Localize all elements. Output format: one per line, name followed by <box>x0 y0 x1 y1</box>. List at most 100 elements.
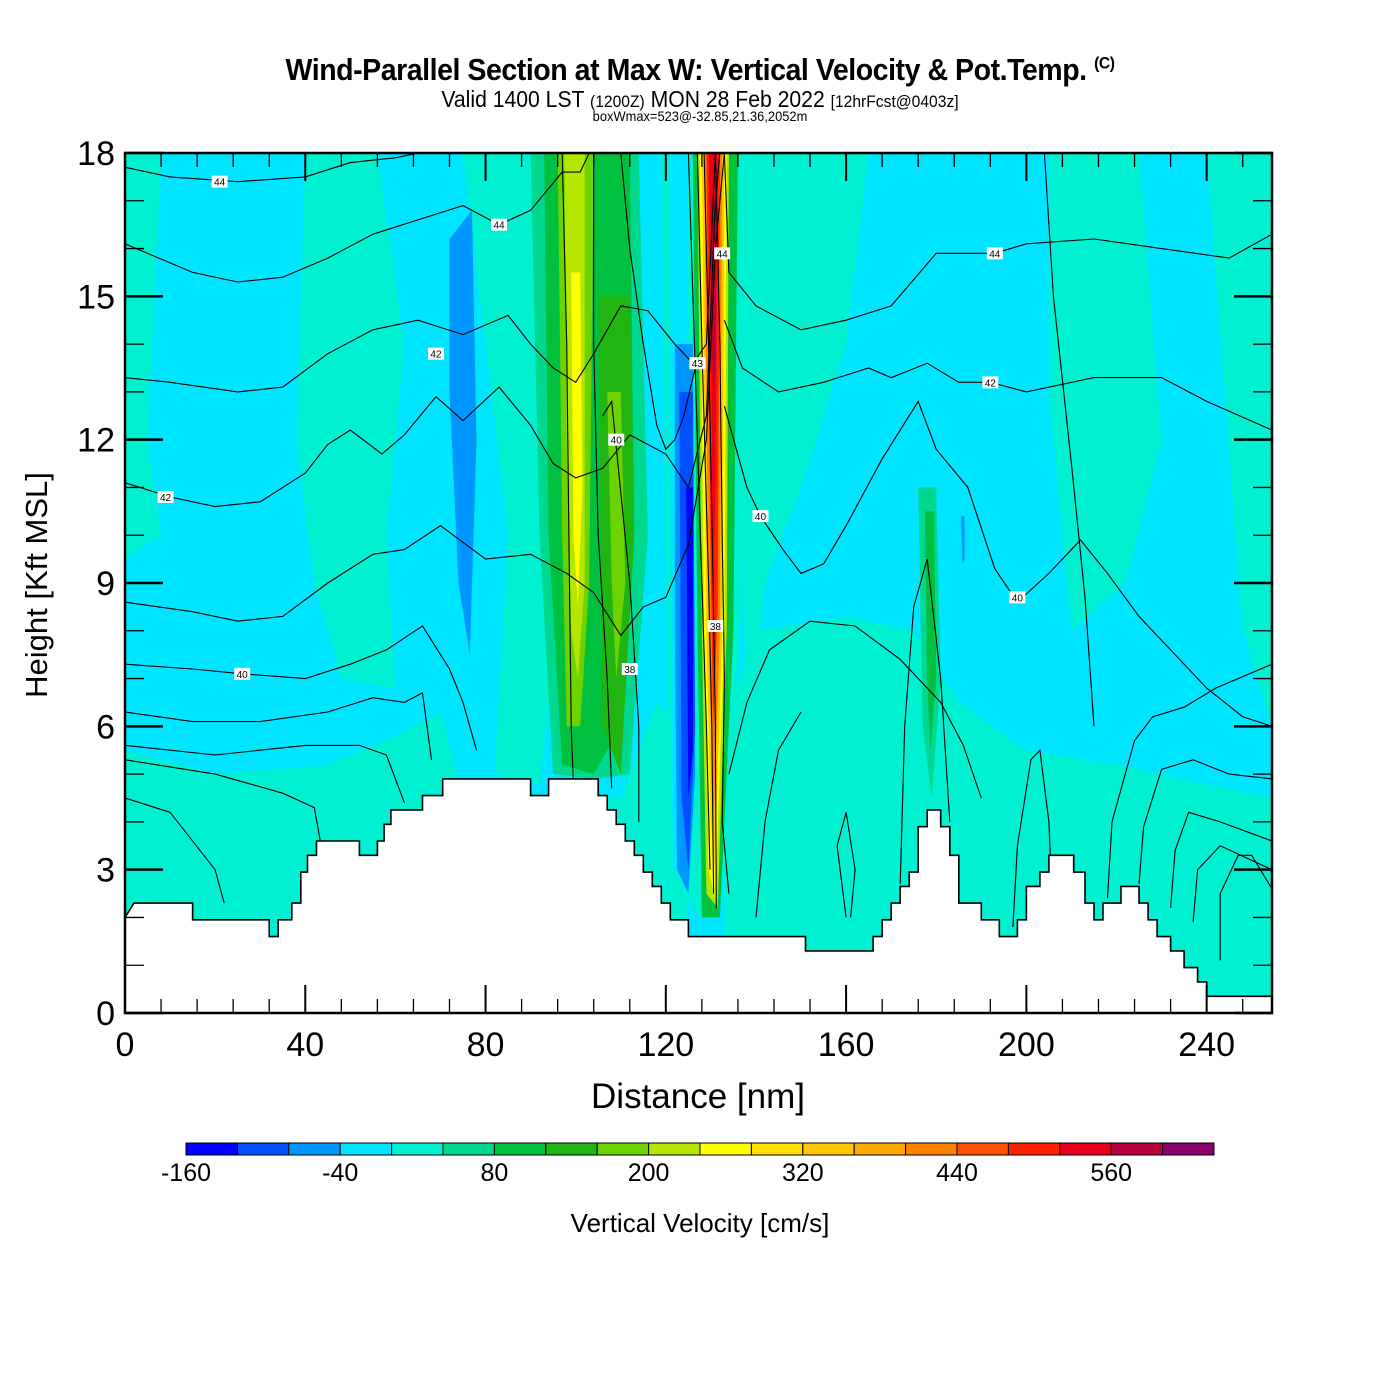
contour-label: 42 <box>427 347 444 361</box>
colorbar-swatch <box>391 1142 444 1156</box>
contour-label-bg <box>714 247 731 260</box>
x-axis-label: Distance [nm] <box>591 1077 805 1116</box>
colorbar-swatch <box>1162 1142 1215 1156</box>
theta-contour-13 <box>620 153 698 451</box>
contour-label-text: 42 <box>985 378 997 389</box>
terrain-outline <box>124 778 1272 998</box>
colorbar-swatch <box>1059 1142 1112 1156</box>
terrain-fill <box>125 778 1272 1013</box>
x-tick-label: 40 <box>286 1026 324 1064</box>
contour-label: 42 <box>157 491 174 504</box>
theta-contour-26 <box>1043 153 1095 727</box>
region-east-aqua1 <box>733 153 869 727</box>
colorbar-swatch <box>442 1142 495 1156</box>
colorbar-tick-label: 440 <box>936 1159 978 1187</box>
y-tick-label: 15 <box>77 278 115 316</box>
contour-label: 40 <box>1009 591 1026 604</box>
contour-label-bg <box>157 491 174 503</box>
contour-label-text: 40 <box>755 512 767 523</box>
contour-label-text: 38 <box>624 665 636 676</box>
downdraft-east <box>961 516 965 564</box>
theta-contour-29 <box>1170 811 1272 908</box>
region-west-edge <box>125 153 162 560</box>
contour-label: 40 <box>608 433 625 447</box>
contour-label: 44 <box>986 247 1003 260</box>
colorbar-swatch <box>288 1142 341 1156</box>
theta-contour-21 <box>728 620 982 799</box>
contour-label-text: 43 <box>692 359 704 370</box>
contour-label-text: 42 <box>430 350 442 361</box>
x-tick-label: 120 <box>637 1026 694 1064</box>
y-tick-label: 18 <box>77 135 115 173</box>
colorbar-tick-label: -40 <box>322 1159 358 1187</box>
contour-label-text: 44 <box>214 178 226 189</box>
contour-labels: 44 44 44 44 42 43 42 40 42 40 40 38 40 38 <box>157 175 1026 681</box>
contour-label-bg <box>986 247 1003 260</box>
colorbar-tick-label: 560 <box>1090 1159 1132 1187</box>
contour-label-bg <box>491 218 508 231</box>
theta-contour-27 <box>1106 663 1272 899</box>
colorbar-swatch <box>905 1142 958 1156</box>
region-east-aqua2 <box>1048 153 1162 631</box>
theta-contour-12 <box>602 399 640 822</box>
velocity-field <box>125 153 1272 1013</box>
x-tick-label: 80 <box>467 1026 505 1064</box>
contour-label-text: 38 <box>710 622 722 633</box>
contour-label: 40 <box>752 510 769 523</box>
y-axis-label: Height [Kft MSL] <box>19 472 54 698</box>
y-tick-label: 12 <box>77 422 115 460</box>
contour-label-text: 44 <box>717 249 729 260</box>
colorbar-swatch <box>750 1142 804 1156</box>
theta-contour-19 <box>723 320 1272 431</box>
contour-label-text: 40 <box>1012 593 1024 604</box>
theta-contour-2 <box>125 153 716 393</box>
theta-contour-10 <box>561 153 574 784</box>
colorbar-swatch <box>596 1142 650 1156</box>
contour-label-bg <box>982 376 999 389</box>
contour-label-text: 42 <box>160 493 172 504</box>
contour-label-bg <box>234 667 251 680</box>
valid-time: Valid 1400 LST (1200Z) MON 28 Feb 2022 [… <box>56 86 1344 113</box>
contour-label: 43 <box>689 357 706 370</box>
colorbar-swatch <box>853 1142 907 1156</box>
theta-contour-14 <box>687 153 711 870</box>
theta-contour-3 <box>125 153 721 508</box>
colorbar-swatch <box>236 1142 290 1156</box>
terrain <box>124 778 1272 1013</box>
theta-contour-22 <box>755 711 802 918</box>
colorbar: -160 -40 80 200 320 440 560 <box>161 1142 1215 1187</box>
colorbar-swatch <box>648 1142 701 1156</box>
colorbar-tick-label: 80 <box>480 1159 508 1187</box>
colorbar-swatch <box>493 1142 547 1156</box>
theta-contour-24 <box>899 558 951 885</box>
theta-contour-23 <box>836 812 856 918</box>
band-west-yellow <box>571 272 583 607</box>
theta-contour-7 <box>125 744 405 803</box>
theta-contour-11 <box>593 153 613 789</box>
theta-contour-9 <box>125 797 225 904</box>
downdraft-west <box>449 210 477 655</box>
updraft-core-level-4 <box>686 487 693 798</box>
valid-utc: (1200Z) <box>589 92 645 111</box>
theta-contour-20 <box>723 400 1272 727</box>
contour-label-bg <box>1009 591 1026 604</box>
contour-label-bg <box>211 175 228 188</box>
colorbar-swatch <box>545 1142 598 1156</box>
colorbar-swatch <box>1007 1142 1061 1156</box>
x-tick-label: 240 <box>1178 1026 1235 1064</box>
contour-label: 44 <box>714 247 731 260</box>
colorbar-swatch <box>699 1142 752 1156</box>
copyright-mark: (C) <box>1094 53 1115 73</box>
x-tick-label: 0 <box>116 1026 135 1064</box>
colorbar-swatch <box>802 1142 855 1156</box>
axes: 0 40 80 120 160 200 240 0 3 6 9 12 15 18 <box>77 135 1274 1064</box>
contour-label-text: 44 <box>989 249 1001 260</box>
chart-title: Wind-Parallel Section at Max W: Vertical… <box>56 52 1344 88</box>
y-tick-label: 3 <box>96 852 115 890</box>
colorbar-swatch <box>1110 1142 1164 1156</box>
theta-contour-5 <box>125 625 478 751</box>
x-tick-label: 200 <box>998 1026 1055 1064</box>
theta-contour-4 <box>125 153 725 637</box>
contour-label-bg <box>707 620 724 632</box>
